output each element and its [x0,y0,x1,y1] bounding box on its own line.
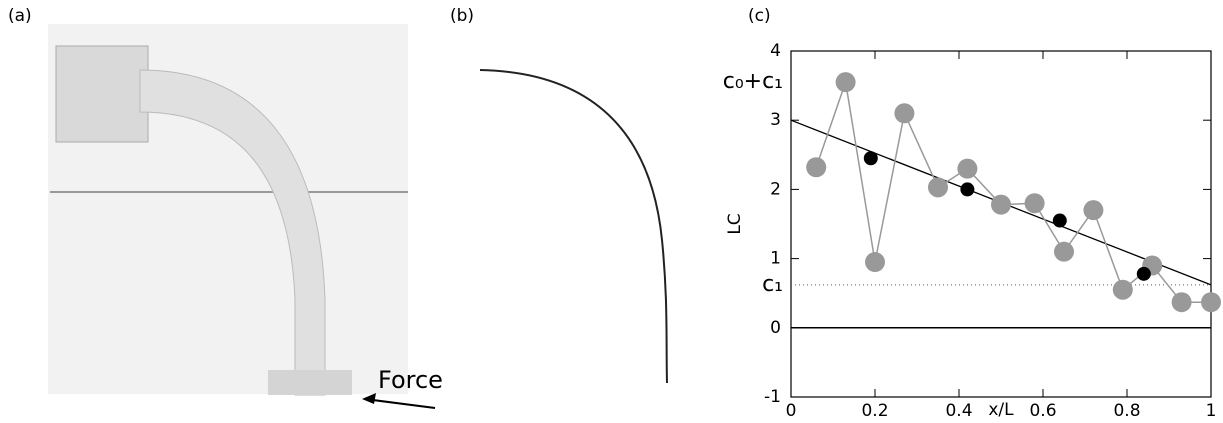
y-axis-label: LC [725,213,745,234]
x-tick-label: 0.8 [1113,401,1140,419]
point [1112,279,1133,300]
point [1054,241,1074,262]
base [268,370,352,395]
y-tick-label: -1 [764,387,781,407]
point [991,194,1011,215]
point [1083,200,1104,221]
point [865,252,885,273]
force-arrow [364,398,436,409]
point [1201,292,1221,313]
photo-panel-a: Force [48,24,443,409]
shape-trace [479,69,668,384]
y-tick-label: 0 [770,318,781,338]
clamp [55,45,149,143]
point [894,103,915,124]
y-tick-label: 2 [770,179,781,199]
plot-frame [790,50,1212,398]
point [863,151,878,166]
panel-label: (a) [8,6,32,26]
point [1136,266,1151,281]
point [806,157,827,178]
x-axis-label: x/L [988,400,1014,419]
panel-label: (b) [450,6,474,26]
x-tick-label: 1 [1206,401,1217,419]
x-tick-label: 0.6 [1029,401,1056,419]
force-arrowhead [362,393,376,404]
annotation: c₀+c₁ [723,69,783,94]
point [1052,213,1067,228]
point [1024,193,1045,214]
annotation: c₁ [762,272,783,297]
x-tick-label: 0 [786,401,797,419]
x-tick-label: 0.2 [861,401,888,419]
panel-label: (c) [748,6,771,26]
y-tick-label: 4 [770,41,781,61]
y-tick-label: 1 [770,249,781,269]
point [835,72,856,93]
point [960,182,975,197]
point [957,158,978,179]
x-tick-label: 0.4 [945,401,972,419]
y-tick-label: 3 [770,110,781,130]
point [1171,292,1192,313]
point [928,177,948,198]
force-label: Force [378,366,443,394]
